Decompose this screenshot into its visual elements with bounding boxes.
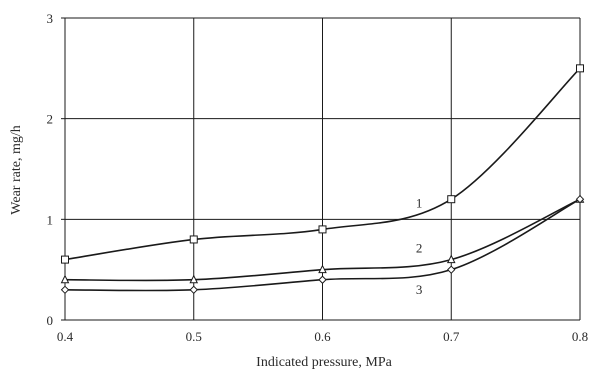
data-point-series-3-3 xyxy=(447,265,456,274)
series-label-1: 1 xyxy=(416,195,423,210)
series-markers xyxy=(60,64,585,295)
x-tick-label-2: 0.6 xyxy=(314,329,331,344)
x-tick-label-0: 0.4 xyxy=(57,329,74,344)
y-tick-label-2: 2 xyxy=(47,112,54,127)
data-point-series-1-1 xyxy=(189,235,198,244)
x-tick-label-3: 0.7 xyxy=(443,329,460,344)
series-labels: 1 2 3 xyxy=(416,195,423,297)
data-point-series-1-3 xyxy=(447,195,456,204)
series-label-3: 3 xyxy=(416,282,423,297)
grid-lines xyxy=(65,17,581,320)
data-point-series-1-2 xyxy=(318,225,327,234)
y-tick-label-0: 0 xyxy=(47,313,54,328)
data-point-series-3-1 xyxy=(189,285,198,295)
data-point-series-2-1 xyxy=(189,274,199,284)
axes xyxy=(61,17,580,321)
data-point-series-3-4 xyxy=(575,194,585,204)
data-point-series-2-0 xyxy=(60,274,70,284)
x-axis-label: Indicated pressure, MPa xyxy=(256,355,392,370)
data-point-series-2-3 xyxy=(446,254,456,264)
y-tick-label-1: 1 xyxy=(47,212,54,227)
x-tick-label-4: 0.8 xyxy=(572,329,588,344)
data-point-series-3-0 xyxy=(60,285,70,295)
y-axis-label: Wear rate, mg/h xyxy=(9,125,24,214)
data-point-series-3-2 xyxy=(318,275,327,284)
data-point-series-1-4 xyxy=(576,64,584,73)
tick-labels: 0.4 0.5 0.6 0.7 0.8 0 1 2 3 xyxy=(47,11,589,344)
series-label-2: 2 xyxy=(416,241,423,256)
data-point-series-1-0 xyxy=(61,255,69,264)
data-point-series-2-2 xyxy=(318,264,327,274)
y-tick-label-3: 3 xyxy=(47,11,54,26)
x-tick-label-1: 0.5 xyxy=(186,329,202,344)
